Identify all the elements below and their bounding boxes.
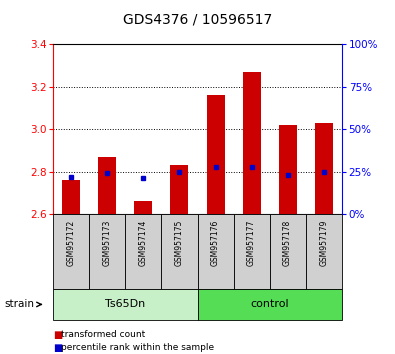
FancyBboxPatch shape [306,214,342,289]
Text: GSM957173: GSM957173 [103,220,112,267]
FancyBboxPatch shape [270,214,306,289]
FancyBboxPatch shape [89,214,126,289]
Text: GSM957176: GSM957176 [211,220,220,267]
Bar [134,201,152,214]
FancyBboxPatch shape [198,214,233,289]
Bar [278,125,297,214]
FancyBboxPatch shape [126,214,162,289]
Bar [171,165,188,214]
FancyBboxPatch shape [233,214,270,289]
Text: control: control [250,299,289,309]
FancyBboxPatch shape [162,214,198,289]
Bar [207,95,224,214]
Text: strain: strain [4,299,34,309]
Text: GSM957177: GSM957177 [247,220,256,267]
Bar [98,157,117,214]
Text: GSM957178: GSM957178 [283,220,292,266]
Text: GSM957172: GSM957172 [67,220,76,266]
Text: GSM957179: GSM957179 [319,220,328,267]
Text: GSM957175: GSM957175 [175,220,184,267]
Text: GDS4376 / 10596517: GDS4376 / 10596517 [123,12,272,27]
Text: transformed count: transformed count [61,330,145,339]
Text: Ts65Dn: Ts65Dn [105,299,145,309]
Text: ■: ■ [53,343,62,353]
FancyBboxPatch shape [53,214,89,289]
Text: ■: ■ [53,330,62,339]
Bar [315,123,333,214]
Text: percentile rank within the sample: percentile rank within the sample [61,343,214,352]
FancyBboxPatch shape [53,289,198,320]
Text: GSM957174: GSM957174 [139,220,148,267]
Bar [243,72,261,214]
FancyBboxPatch shape [198,289,342,320]
Bar [62,180,80,214]
